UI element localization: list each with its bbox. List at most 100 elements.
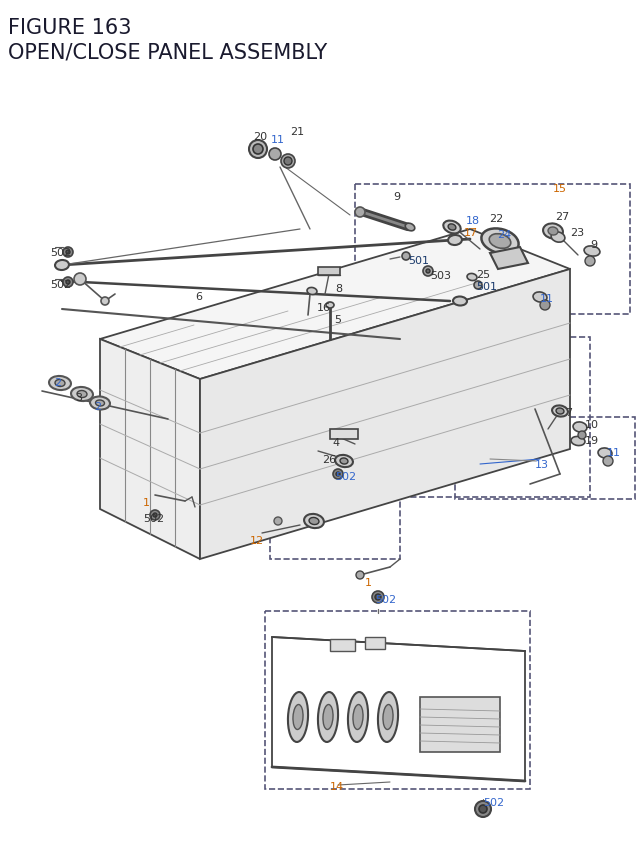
Circle shape <box>426 269 430 274</box>
Text: 11: 11 <box>607 448 621 457</box>
Text: 4: 4 <box>332 437 339 448</box>
Ellipse shape <box>598 449 612 459</box>
Circle shape <box>74 274 86 286</box>
Text: 26: 26 <box>322 455 336 464</box>
Text: 18: 18 <box>466 216 480 226</box>
Ellipse shape <box>448 225 456 231</box>
Ellipse shape <box>489 234 511 249</box>
Text: 502: 502 <box>50 280 71 289</box>
Text: 3: 3 <box>75 393 82 403</box>
Circle shape <box>63 248 73 257</box>
Ellipse shape <box>533 293 547 303</box>
Bar <box>155 338 590 498</box>
Text: 10: 10 <box>585 419 599 430</box>
Text: 17: 17 <box>464 228 478 238</box>
Text: 14: 14 <box>330 781 344 791</box>
Ellipse shape <box>551 232 565 243</box>
Ellipse shape <box>49 376 71 391</box>
Text: 502: 502 <box>335 472 356 481</box>
Text: 13: 13 <box>535 460 549 469</box>
Ellipse shape <box>71 387 93 401</box>
Text: 502: 502 <box>50 248 71 257</box>
Text: 23: 23 <box>570 228 584 238</box>
Ellipse shape <box>318 692 338 742</box>
Text: 15: 15 <box>553 183 567 194</box>
Ellipse shape <box>405 224 415 232</box>
Ellipse shape <box>467 274 477 282</box>
Text: 1: 1 <box>143 498 150 507</box>
Ellipse shape <box>378 692 398 742</box>
Circle shape <box>284 158 292 166</box>
Text: 502: 502 <box>143 513 164 523</box>
Ellipse shape <box>309 517 319 525</box>
Ellipse shape <box>481 229 518 254</box>
Circle shape <box>423 267 433 276</box>
Text: 502: 502 <box>483 797 504 807</box>
Text: 22: 22 <box>489 214 503 224</box>
Text: 7: 7 <box>565 407 572 418</box>
Ellipse shape <box>326 303 334 308</box>
Circle shape <box>475 801 491 817</box>
Bar <box>318 268 340 276</box>
Circle shape <box>474 282 482 289</box>
Polygon shape <box>200 269 570 560</box>
Ellipse shape <box>448 236 462 245</box>
Circle shape <box>269 149 281 161</box>
Bar <box>355 185 630 314</box>
Circle shape <box>402 253 410 261</box>
Text: 501: 501 <box>408 256 429 266</box>
Ellipse shape <box>90 397 110 410</box>
Circle shape <box>253 145 263 155</box>
Circle shape <box>66 251 70 255</box>
Ellipse shape <box>95 400 104 406</box>
Text: 502: 502 <box>375 594 396 604</box>
Ellipse shape <box>293 704 303 729</box>
Ellipse shape <box>453 297 467 307</box>
Circle shape <box>355 208 365 218</box>
Ellipse shape <box>77 391 87 398</box>
Text: 2: 2 <box>54 378 61 387</box>
Circle shape <box>66 281 70 285</box>
Circle shape <box>274 517 282 525</box>
Polygon shape <box>490 248 528 269</box>
Text: 24: 24 <box>497 230 511 239</box>
Bar <box>265 611 530 789</box>
Circle shape <box>63 278 73 288</box>
Bar <box>330 639 355 651</box>
Circle shape <box>356 572 364 579</box>
Text: 19: 19 <box>585 436 599 445</box>
Text: 1: 1 <box>365 578 372 587</box>
Text: OPEN/CLOSE PANEL ASSEMBLY: OPEN/CLOSE PANEL ASSEMBLY <box>8 42 327 62</box>
Text: 20: 20 <box>253 132 267 142</box>
Text: 503: 503 <box>430 270 451 281</box>
Ellipse shape <box>444 221 461 234</box>
Text: 5: 5 <box>334 314 341 325</box>
Circle shape <box>150 511 160 520</box>
Text: 501: 501 <box>476 282 497 292</box>
Text: 12: 12 <box>250 536 264 545</box>
Ellipse shape <box>335 455 353 468</box>
Bar <box>455 418 635 499</box>
Circle shape <box>336 473 340 476</box>
Circle shape <box>578 431 586 439</box>
Text: 2: 2 <box>94 401 101 412</box>
Circle shape <box>479 805 487 813</box>
Bar <box>270 499 400 560</box>
Text: 11: 11 <box>271 135 285 145</box>
Text: 11: 11 <box>540 294 554 304</box>
Ellipse shape <box>543 224 563 239</box>
Circle shape <box>333 469 343 480</box>
Polygon shape <box>100 230 570 380</box>
Circle shape <box>375 594 381 600</box>
Ellipse shape <box>383 704 393 729</box>
Circle shape <box>372 592 384 604</box>
Circle shape <box>603 456 613 467</box>
Ellipse shape <box>584 246 600 257</box>
Ellipse shape <box>348 692 368 742</box>
Ellipse shape <box>307 288 317 295</box>
Ellipse shape <box>55 380 65 387</box>
Bar <box>330 430 358 439</box>
Text: 21: 21 <box>290 127 304 137</box>
Ellipse shape <box>55 261 69 270</box>
Circle shape <box>281 155 295 169</box>
